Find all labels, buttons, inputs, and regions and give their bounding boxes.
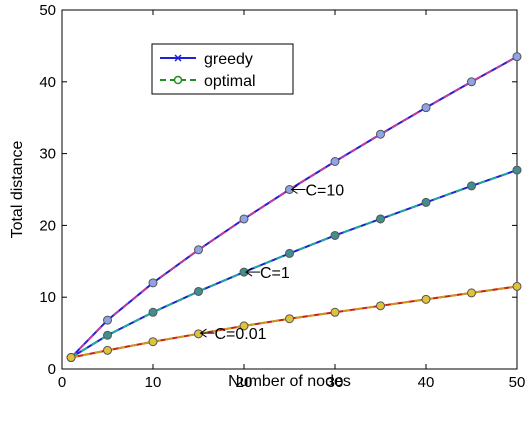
series-group-2 bbox=[66, 281, 522, 363]
data-point-2-9 bbox=[467, 288, 476, 298]
annotation-0: C=10 bbox=[290, 183, 345, 200]
data-point-2-7 bbox=[376, 301, 385, 311]
data-point-2-10 bbox=[512, 281, 522, 291]
data-point-1-7 bbox=[376, 214, 385, 224]
legend-greedy-label: greedy bbox=[204, 51, 253, 68]
data-point-2-6 bbox=[330, 307, 340, 317]
data-point-1-5 bbox=[285, 248, 294, 258]
data-point-2-5 bbox=[285, 314, 294, 324]
annotation-layer: C=10 C=1 C=0.01 bbox=[199, 183, 345, 343]
legend-optimal-marker bbox=[173, 75, 183, 85]
y-axis-label: Total distance bbox=[9, 140, 26, 238]
data-point-0-1 bbox=[103, 315, 112, 325]
data-point-2-3 bbox=[194, 329, 203, 339]
annotation-arrowhead-1 bbox=[245, 267, 253, 277]
data-point-2-0 bbox=[66, 353, 76, 363]
y-tick-label-40: 40 bbox=[39, 74, 56, 91]
annotation-arrowhead-2 bbox=[199, 328, 207, 338]
legend: greedy optimal bbox=[151, 43, 294, 95]
data-point-2-2 bbox=[148, 337, 158, 347]
y-tick-label-10: 10 bbox=[39, 289, 56, 306]
data-point-2-1 bbox=[103, 345, 112, 355]
data-point-0-9 bbox=[467, 77, 476, 87]
x-tick-label-10: 10 bbox=[145, 374, 162, 391]
data-point-1-3 bbox=[194, 286, 203, 296]
x-tick-label-40: 40 bbox=[418, 374, 435, 391]
legend-greedy-marker-stroke-b bbox=[174, 54, 182, 62]
data-point-1-9 bbox=[467, 181, 476, 191]
data-point-1-1 bbox=[103, 330, 112, 340]
data-point-0-2 bbox=[148, 278, 158, 288]
data-point-1-8 bbox=[421, 197, 431, 207]
y-tick-label-0: 0 bbox=[48, 361, 56, 378]
x-tick-label-50: 50 bbox=[509, 374, 526, 391]
x-tick-label-20: 20 bbox=[236, 374, 253, 391]
annotation-arrowhead-0 bbox=[290, 185, 298, 194]
data-point-0-10 bbox=[512, 52, 522, 62]
y-tick-label-20: 20 bbox=[39, 217, 56, 234]
legend-box bbox=[151, 43, 294, 95]
data-point-0-3 bbox=[194, 245, 203, 255]
data-point-1-2 bbox=[148, 307, 158, 317]
annotation-label-0: C=10 bbox=[306, 183, 345, 200]
annotation-1: C=1 bbox=[245, 265, 290, 282]
plot-area: C=10 C=1 C=0.01 greedy optimal bbox=[61, 9, 522, 370]
x-tick-label-30: 30 bbox=[327, 374, 344, 391]
y-axis: 0 10 20 30 40 50 bbox=[39, 2, 517, 378]
data-point-0-6 bbox=[330, 156, 340, 166]
annotation-label-2: C=0.01 bbox=[215, 326, 267, 343]
data-point-0-4 bbox=[239, 214, 249, 224]
annotation-2: C=0.01 bbox=[199, 326, 267, 343]
series-group-1 bbox=[66, 165, 522, 363]
data-point-1-6 bbox=[330, 230, 340, 240]
x-tick-label-0: 0 bbox=[58, 374, 66, 391]
y-tick-label-30: 30 bbox=[39, 146, 56, 163]
y-tick-label-50: 50 bbox=[39, 2, 56, 19]
x-axis: 0 10 20 30 40 50 bbox=[58, 10, 526, 391]
data-point-2-8 bbox=[421, 294, 431, 304]
data-point-2-4 bbox=[239, 321, 249, 331]
x-axis-label: Number of nodes bbox=[228, 373, 351, 390]
data-point-0-8 bbox=[421, 103, 431, 113]
legend-optimal-label: optimal bbox=[204, 73, 256, 90]
data-point-1-10 bbox=[512, 165, 522, 175]
data-point-0-7 bbox=[376, 129, 385, 139]
annotation-label-1: C=1 bbox=[260, 265, 290, 282]
legend-greedy-marker bbox=[174, 54, 182, 62]
